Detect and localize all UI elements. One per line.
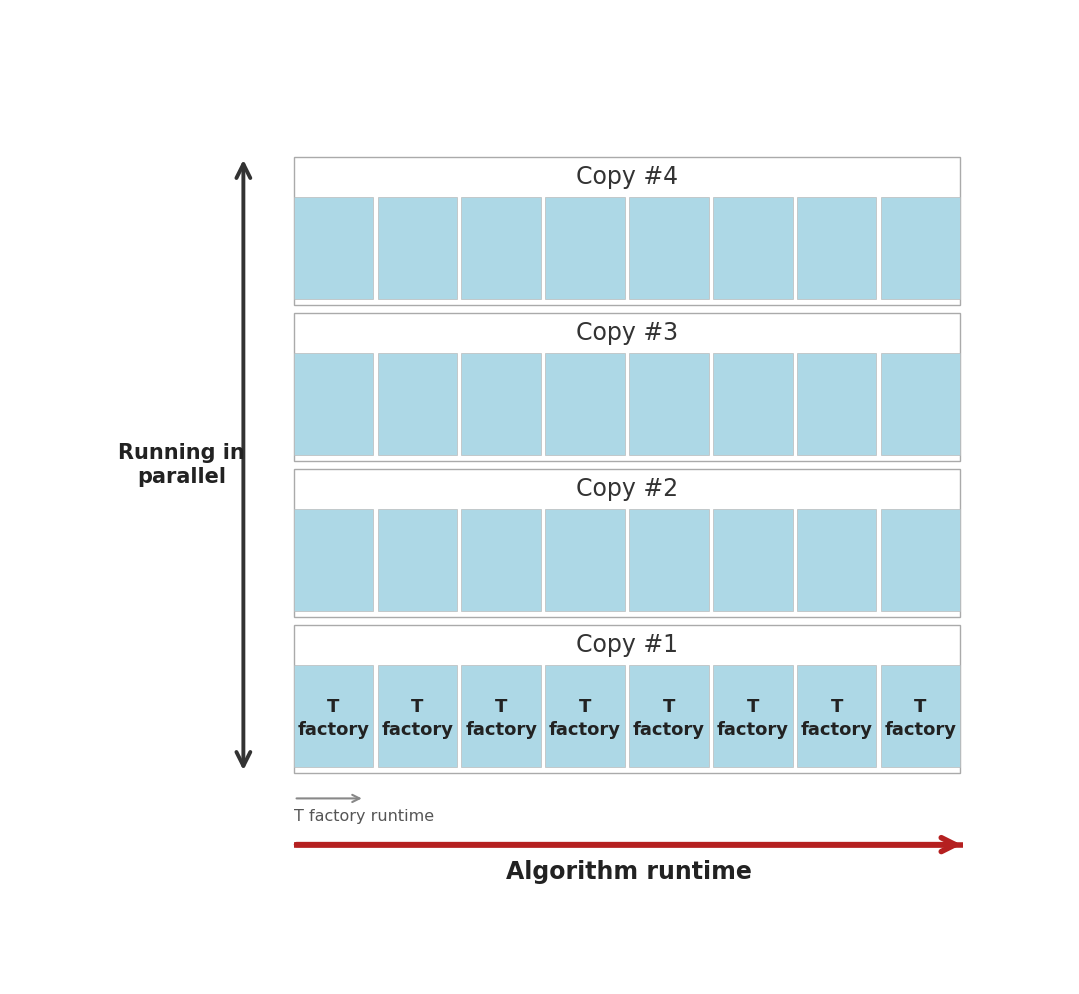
Bar [713,665,793,766]
Bar [796,197,876,299]
Bar [378,353,457,455]
Text: T: T [914,698,927,716]
Bar [880,353,960,455]
Text: Copy #2: Copy #2 [576,477,678,501]
Bar [880,665,960,766]
Text: factory: factory [633,721,705,739]
Bar [796,665,876,766]
Text: T: T [663,698,675,716]
Bar [713,197,793,299]
Bar [462,665,541,766]
Bar [545,353,625,455]
Bar [378,197,457,299]
Text: T: T [327,698,340,716]
Bar [545,665,625,766]
Bar [293,313,960,461]
Bar [378,509,457,611]
Text: factory: factory [716,721,789,739]
Bar [378,665,457,766]
Bar [545,509,625,611]
Bar [796,509,876,611]
Text: Running in
parallel: Running in parallel [118,443,245,487]
Text: Copy #4: Copy #4 [576,165,678,189]
Text: T: T [411,698,424,716]
Bar [293,665,373,766]
Bar [293,625,960,773]
Text: T factory runtime: T factory runtime [293,809,434,824]
Bar [629,353,709,455]
Text: Copy #1: Copy #1 [576,633,678,657]
Bar [880,509,960,611]
Bar [462,197,541,299]
Bar [293,353,373,455]
Text: Copy #3: Copy #3 [576,321,678,345]
Bar [629,665,709,766]
Text: T: T [831,698,843,716]
Text: T: T [747,698,759,716]
Bar [293,509,373,611]
Bar [293,157,960,305]
Bar [713,353,793,455]
Text: factory: factory [465,721,537,739]
Bar [713,509,793,611]
Bar [293,469,960,617]
Text: factory: factory [885,721,956,739]
Text: factory: factory [381,721,453,739]
Bar [545,197,625,299]
Bar [629,197,709,299]
Text: T: T [579,698,591,716]
Bar [629,509,709,611]
Bar [462,509,541,611]
Text: factory: factory [549,721,622,739]
Bar [293,197,373,299]
Text: factory: factory [801,721,873,739]
Bar [462,353,541,455]
Text: Algorithm runtime: Algorithm runtime [506,860,752,884]
Text: T: T [495,698,507,716]
Bar [796,353,876,455]
Bar [880,197,960,299]
Text: factory: factory [298,721,369,739]
